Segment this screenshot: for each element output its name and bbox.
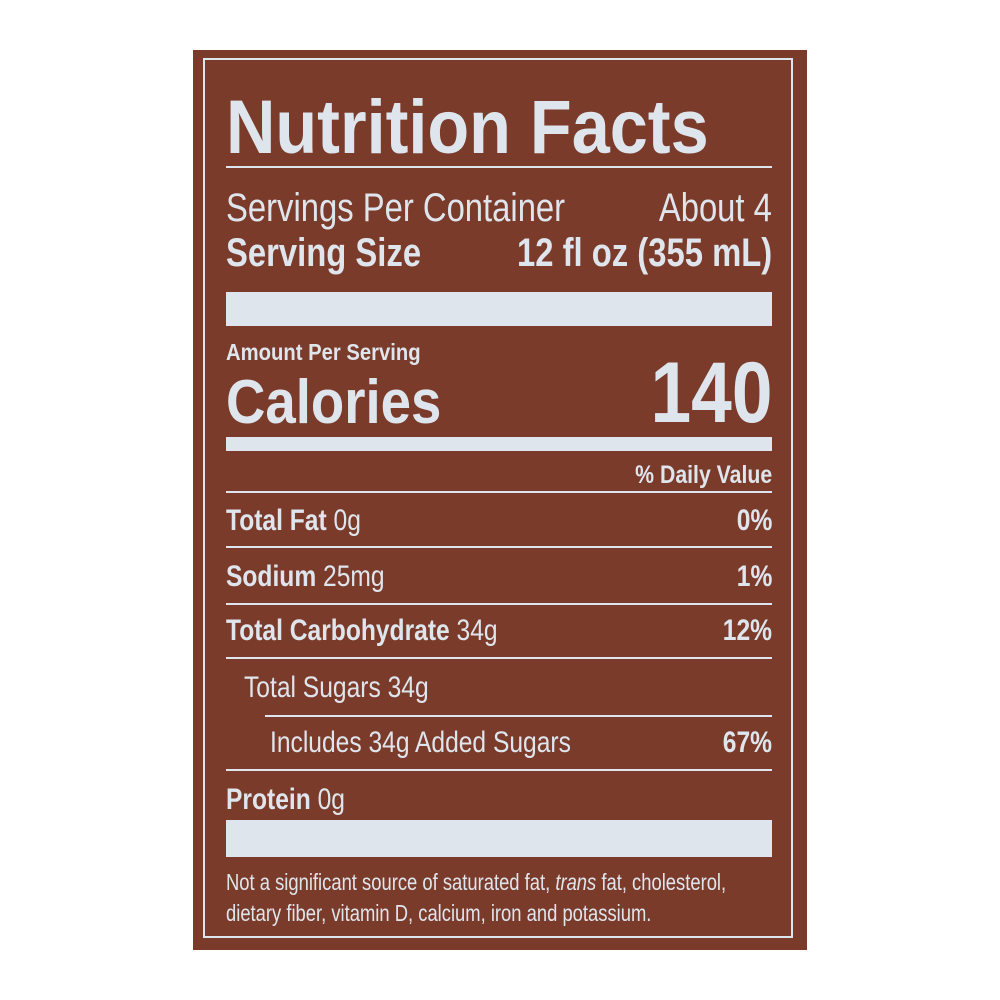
footnote: Not a significant source of saturated fa… xyxy=(226,867,770,929)
servings-per-container-value: About 4 xyxy=(658,186,772,230)
thick-divider xyxy=(226,820,772,857)
calories-value: 140 xyxy=(650,345,772,441)
nutrient-dv: 12% xyxy=(722,614,772,647)
divider xyxy=(226,166,772,168)
nutrient-dv: 67% xyxy=(722,726,772,759)
divider xyxy=(226,491,772,493)
nutrient-amount: 34g xyxy=(456,614,498,647)
medium-divider xyxy=(226,437,772,451)
nutrient-row-total-sugars: Total Sugars 34g xyxy=(244,671,429,704)
title: Nutrition Facts xyxy=(226,85,709,170)
servings-per-container-label: Servings Per Container xyxy=(226,186,566,230)
nutrient-row-total-carbohydrate: Total Carbohydrate 34g xyxy=(226,616,498,646)
nutrient-name: Total Fat xyxy=(226,504,327,537)
footnote-italic: trans xyxy=(555,869,597,895)
label-border xyxy=(203,58,793,938)
daily-value-header: % Daily Value xyxy=(634,461,772,489)
calories-label: Calories xyxy=(226,368,442,437)
nutrient-amount: 0g xyxy=(317,783,345,816)
nutrient-amount: 25mg xyxy=(323,560,385,593)
nutrient-name: Total Carbohydrate xyxy=(226,614,450,647)
nutrient-dv: 0% xyxy=(736,504,772,537)
divider xyxy=(226,657,772,659)
nutrient-row-total-fat: Total Fat 0g xyxy=(226,506,361,536)
serving-size-value: 12 fl oz (355 mL) xyxy=(516,231,772,275)
divider xyxy=(226,546,772,548)
nutrient-row-sodium: Sodium 25mg xyxy=(226,562,385,592)
nutrient-dv: 1% xyxy=(736,560,772,593)
nutrient-name: Protein xyxy=(226,783,311,816)
footnote-text: Not a significant source of saturated fa… xyxy=(226,869,556,895)
amount-per-serving: Amount Per Serving xyxy=(226,339,421,365)
nutrient-row-protein: Protein 0g xyxy=(226,785,345,815)
thick-divider xyxy=(226,292,772,326)
nutrient-amount: 0g xyxy=(333,504,361,537)
nutrient-name: Sodium xyxy=(226,560,317,593)
divider xyxy=(226,769,772,771)
nutrient-row-added-sugars: Includes 34g Added Sugars xyxy=(270,726,571,759)
serving-size-label: Serving Size xyxy=(226,231,422,275)
divider xyxy=(265,715,772,717)
divider xyxy=(226,603,772,605)
nutrition-facts-label: Nutrition Facts Servings Per Container A… xyxy=(193,50,807,950)
footnote-text: fat, cholesterol, dietary fiber, vitamin… xyxy=(226,869,727,926)
